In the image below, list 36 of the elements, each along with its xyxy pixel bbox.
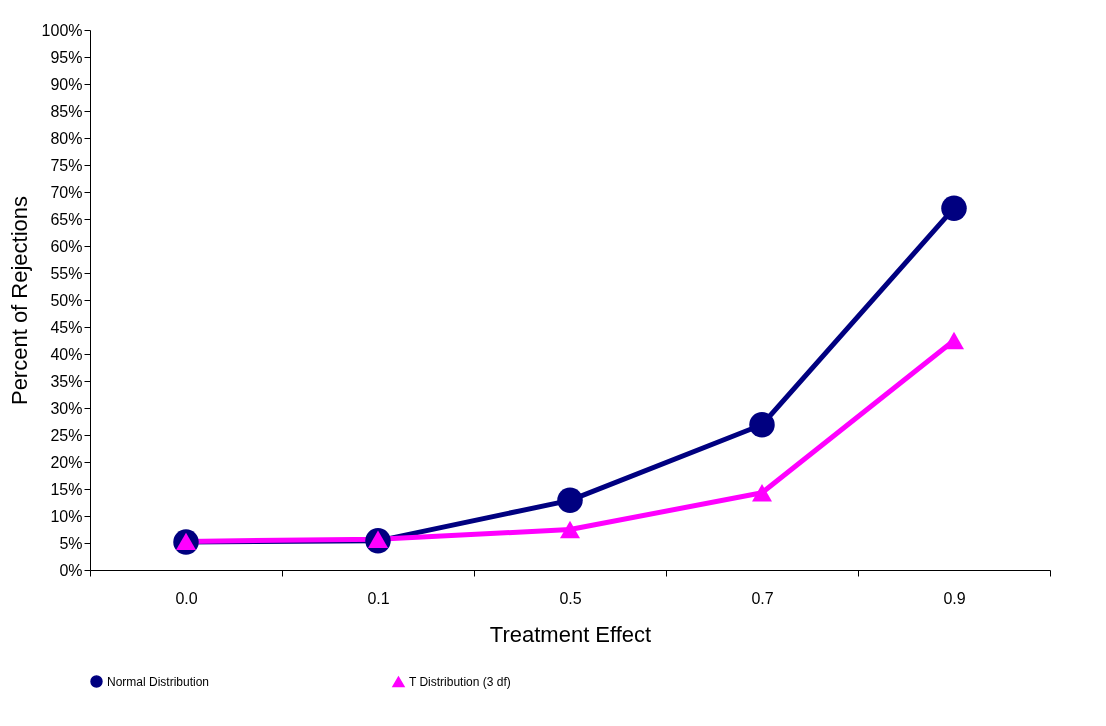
x-tick-label: 0.9 <box>943 589 966 607</box>
y-tick-label: 25% <box>50 426 83 444</box>
point <box>749 412 775 438</box>
y-tick-label: 60% <box>50 237 83 255</box>
y-tick-label: 30% <box>50 399 83 417</box>
y-tick-label: 40% <box>50 345 83 363</box>
y-tick-label: 0% <box>59 561 83 579</box>
y-tick-label: 80% <box>50 129 83 147</box>
point <box>560 520 580 539</box>
y-tick-label: 70% <box>50 183 83 201</box>
x-tick-label: 0.7 <box>751 589 774 607</box>
y-tick-label: 95% <box>50 48 83 66</box>
y-tick-label: 55% <box>50 264 83 282</box>
legend-label: Normal Distribution <box>107 674 210 689</box>
y-tick-label: 15% <box>50 480 83 498</box>
x-tick-label: 0.0 <box>175 589 198 607</box>
y-tick-label: 90% <box>50 75 83 93</box>
y-tick-label: 10% <box>50 507 83 525</box>
y-tick-label: 85% <box>50 102 83 120</box>
point <box>557 487 583 514</box>
y-tick-label: 20% <box>50 453 83 471</box>
point <box>752 484 772 502</box>
y-tick-label: 50% <box>50 291 83 309</box>
y-axis-title: Percent of Rejections <box>6 195 32 406</box>
y-tick-label: 75% <box>50 156 83 174</box>
x-axis-title: Treatment Effect <box>489 621 652 647</box>
y-tick-label: 5% <box>59 534 83 552</box>
y-tick-label: 100% <box>41 21 83 39</box>
x-tick-label: 0.1 <box>367 589 390 607</box>
point <box>944 331 964 350</box>
point <box>941 195 967 221</box>
y-tick-label: 45% <box>50 318 83 336</box>
x-tick-label: 0.5 <box>559 589 582 607</box>
legend-label: T Distribution (3 df) <box>409 674 511 689</box>
y-tick-label: 65% <box>50 210 83 228</box>
y-tick-label: 35% <box>50 372 83 390</box>
